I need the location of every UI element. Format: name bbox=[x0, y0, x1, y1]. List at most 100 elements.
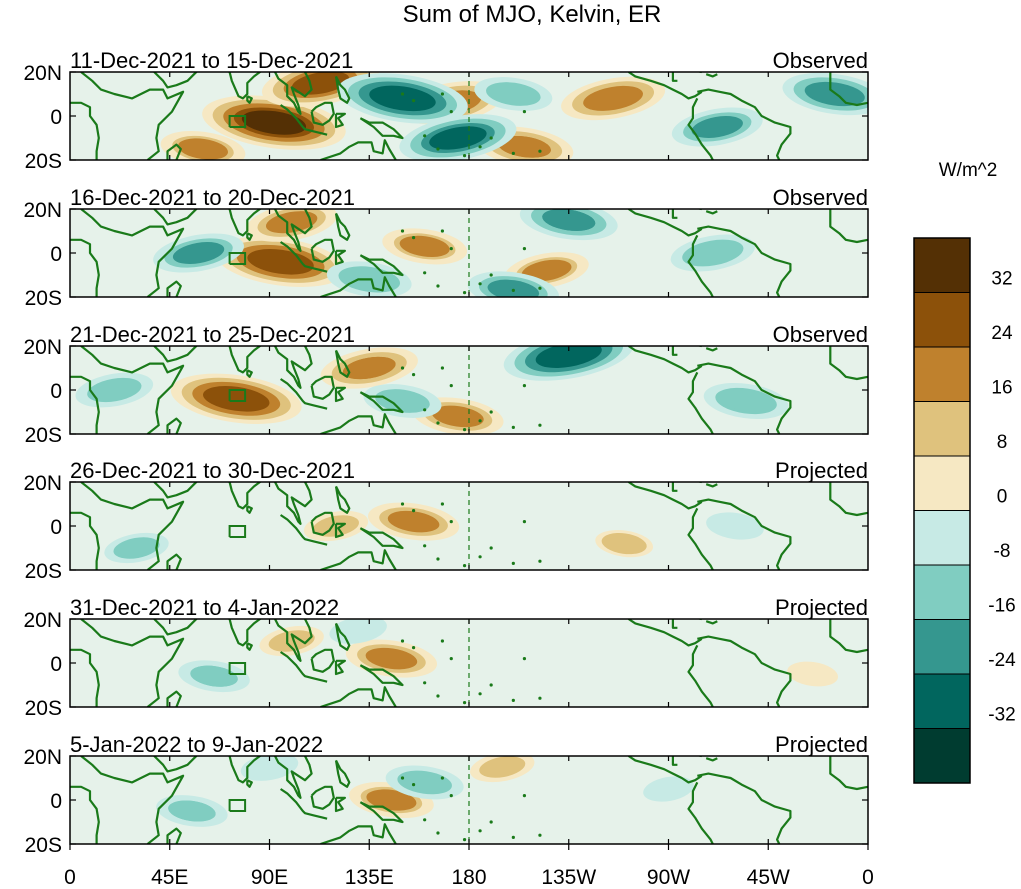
island-dot bbox=[489, 410, 493, 414]
coastline bbox=[687, 371, 714, 434]
anomaly-contour bbox=[691, 115, 743, 139]
colorbar-tick-label: -32 bbox=[988, 705, 1015, 726]
coastline bbox=[246, 369, 253, 378]
coastline bbox=[320, 549, 397, 570]
coastlines bbox=[70, 756, 868, 844]
island-dot bbox=[436, 831, 440, 835]
island-dot bbox=[511, 835, 515, 840]
coastline bbox=[627, 72, 703, 100]
island-dot bbox=[478, 555, 482, 559]
colorbar-swatch bbox=[913, 237, 971, 293]
island-dot bbox=[436, 421, 440, 425]
island-box bbox=[228, 115, 247, 128]
lat-label: 20N bbox=[23, 62, 62, 85]
anomaly-contour bbox=[378, 390, 427, 412]
coastline bbox=[334, 349, 351, 378]
anomaly-contour bbox=[489, 83, 538, 105]
lat-label: 20S bbox=[25, 424, 62, 447]
coastline bbox=[687, 781, 714, 844]
coastline bbox=[334, 249, 346, 266]
lon-label: 135W bbox=[541, 866, 596, 889]
colorbar-swatch bbox=[913, 455, 971, 511]
anomaly-contour bbox=[497, 135, 551, 158]
coastline bbox=[166, 143, 182, 160]
coastline bbox=[273, 346, 313, 389]
lat-label: 20S bbox=[25, 834, 62, 857]
coastline bbox=[687, 97, 714, 160]
anomaly-contour bbox=[190, 665, 238, 687]
island-dot bbox=[440, 92, 444, 96]
coastline bbox=[671, 72, 678, 82]
lat-label: 0 bbox=[50, 380, 62, 403]
coastline bbox=[627, 209, 703, 237]
lat-label: 20S bbox=[25, 150, 62, 173]
lon-label: 90W bbox=[647, 866, 690, 889]
island-dot bbox=[423, 134, 427, 138]
coastline bbox=[153, 346, 198, 363]
colorbar: W/m^2 32 24 16 8 0 -8 -16 -24 -32 bbox=[913, 160, 1016, 784]
island-box bbox=[228, 662, 247, 675]
island-dot bbox=[400, 366, 405, 370]
anomaly-contour bbox=[542, 209, 596, 231]
anomaly-contour bbox=[335, 619, 381, 641]
lon-label: 45E bbox=[151, 866, 188, 889]
island-dot bbox=[411, 783, 416, 787]
island-dot bbox=[489, 683, 493, 687]
longitude-axis: 0 45E 90E 135E 180 135W 90W 45W 0 bbox=[64, 844, 874, 889]
panel-status: Observed bbox=[773, 48, 868, 73]
anomaly-contour bbox=[712, 515, 758, 537]
panel-status: Projected bbox=[775, 595, 868, 620]
coastline bbox=[334, 212, 351, 241]
island-dot bbox=[478, 145, 482, 149]
anomaly-contour bbox=[371, 86, 434, 111]
island-dot bbox=[522, 520, 527, 524]
panel-5: 20N 0 20S 31-Dec-2021 to 4-Jan-2022 Projecte… bbox=[23, 595, 869, 720]
island-dot bbox=[522, 247, 527, 251]
lat-label: 20S bbox=[25, 697, 62, 720]
coastline bbox=[310, 375, 335, 400]
coastline bbox=[279, 514, 328, 546]
colorbar-tick-label: 16 bbox=[991, 378, 1012, 399]
coastline bbox=[246, 779, 253, 788]
lon-label: 45W bbox=[747, 866, 790, 889]
coastline bbox=[705, 620, 718, 625]
anomaly-contour bbox=[205, 387, 267, 411]
island-box bbox=[228, 389, 247, 402]
coastline bbox=[697, 225, 792, 297]
coastline bbox=[705, 757, 718, 762]
island-dot bbox=[436, 557, 440, 561]
coastline bbox=[334, 522, 346, 539]
colorbar-swatch bbox=[913, 346, 971, 402]
colorbar-swatch bbox=[913, 292, 971, 348]
lat-label: 20N bbox=[23, 746, 62, 769]
coastline bbox=[80, 482, 185, 570]
anomaly-contour bbox=[585, 87, 641, 110]
panels-group: 20N 0 20S 11-Dec-2021 to 15-Dec-2021 Observe… bbox=[23, 48, 869, 857]
coastline bbox=[334, 622, 351, 651]
coastline bbox=[320, 823, 397, 844]
lat-label: 20N bbox=[23, 199, 62, 222]
coastline bbox=[334, 75, 351, 104]
island-dot bbox=[400, 639, 405, 643]
island-dot bbox=[489, 820, 493, 824]
lat-label: 20N bbox=[23, 609, 62, 632]
coastline bbox=[166, 417, 182, 434]
island-dot bbox=[440, 229, 444, 233]
coastline bbox=[705, 73, 718, 78]
anomaly-contour bbox=[429, 126, 487, 150]
coastline bbox=[153, 619, 198, 636]
coastline bbox=[279, 378, 328, 410]
lon-label: 0 bbox=[64, 866, 76, 889]
coastline bbox=[70, 375, 100, 434]
anomaly-field bbox=[160, 72, 868, 160]
island-dot bbox=[478, 282, 482, 286]
coastline bbox=[671, 346, 678, 356]
island-dot bbox=[449, 520, 453, 524]
lat-label: 0 bbox=[50, 653, 62, 676]
coastline bbox=[627, 482, 703, 510]
coastline bbox=[334, 659, 346, 676]
coastline bbox=[227, 619, 262, 647]
coastline bbox=[334, 485, 351, 514]
anomaly-contour bbox=[365, 647, 418, 670]
